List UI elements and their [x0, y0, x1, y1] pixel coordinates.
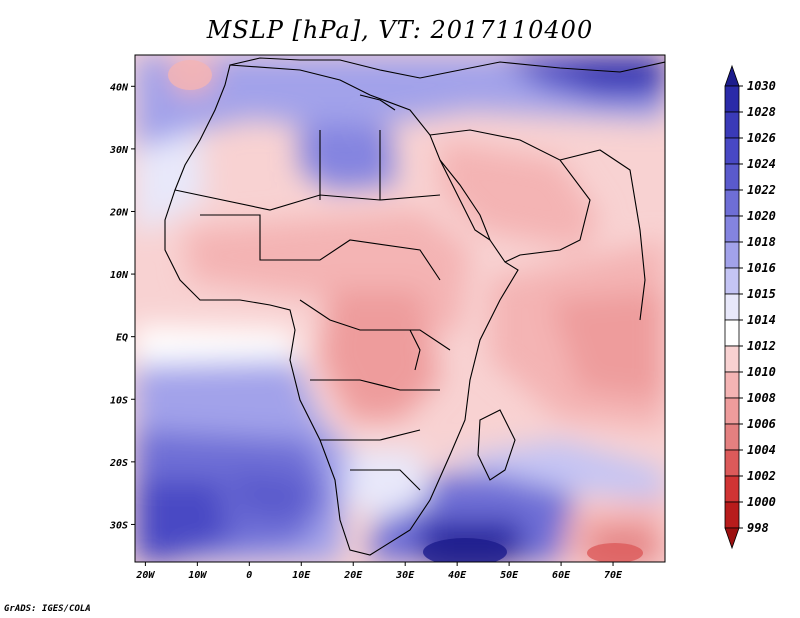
colorbar-label: 1008: [747, 391, 776, 405]
colorbar-label: 1028: [747, 105, 776, 119]
colorbar-label: 1020: [747, 209, 776, 223]
map-title: MSLP [hPa], VT: 2017110400: [206, 16, 594, 44]
colorbar-label: 1022: [747, 183, 776, 197]
latitude-axis: 40N 30N 20N 10N EQ 10S 20S 30S: [109, 82, 135, 531]
lon-tick-label: 60E: [552, 570, 571, 581]
colorbar-label: 1012: [747, 339, 776, 353]
colorbar-label: 1002: [747, 469, 776, 483]
lat-tick-label: 20S: [109, 458, 128, 469]
colorbar-top-arrow: [724, 64, 740, 87]
lon-tick-label: 20E: [343, 570, 363, 581]
colorbar-swatch: [724, 449, 740, 477]
colorbar: 1030 1028 1026 1024 1022 1020 1018 1016 1015 1014…: [724, 64, 776, 550]
lon-tick-label: 20W: [135, 570, 155, 581]
lat-tick-label: EQ: [116, 333, 128, 344]
colorbar-label: 1030: [747, 79, 776, 93]
lat-tick-label: 10N: [110, 270, 129, 281]
lon-tick-label: 50E: [500, 570, 519, 581]
map-frame: [134, 54, 666, 563]
longitude-axis: 20W 10W 0 10E 20E 30E 40E 50E 60E 70E: [135, 562, 623, 581]
colorbar-swatch: [724, 163, 740, 191]
lat-tick-label: 40N: [110, 82, 129, 93]
lon-tick-label: 70E: [604, 570, 623, 581]
colorbar-swatch: [724, 85, 740, 113]
colorbar-label: 1004: [747, 443, 776, 457]
colorbar-swatch: [724, 475, 740, 503]
coastlines-and-borders: [164, 57, 665, 556]
colorbar-swatch: [724, 215, 740, 243]
colorbar-label: 1018: [747, 235, 776, 249]
colorbar-swatch: [724, 137, 740, 165]
colorbar-swatch: [724, 423, 740, 451]
colorbar-swatch: [724, 397, 740, 425]
colorbar-label: 1006: [747, 417, 776, 431]
colorbar-swatch: [724, 345, 740, 373]
colorbar-label: 1016: [747, 261, 776, 275]
colorbar-label: 1026: [747, 131, 776, 145]
colorbar-label: 998: [747, 521, 769, 535]
lat-tick-label: 30S: [109, 520, 128, 531]
colorbar-swatch: [724, 241, 740, 269]
colorbar-swatch: [724, 267, 740, 295]
colorbar-swatch: [724, 319, 740, 347]
lat-tick-label: 20N: [109, 207, 129, 218]
colorbar-label: 1024: [747, 157, 776, 171]
lat-tick-label: 30N: [109, 145, 129, 156]
lon-tick-label: 30E: [395, 570, 415, 581]
lat-tick-label: 10S: [110, 395, 128, 406]
colorbar-swatch: [724, 189, 740, 217]
colorbar-label: 1010: [747, 365, 776, 379]
colorbar-swatch: [724, 111, 740, 139]
lon-tick-label: 10E: [292, 570, 311, 581]
lon-tick-label: 40E: [448, 570, 467, 581]
grads-credit: GrADS: IGES/COLA: [4, 604, 91, 614]
colorbar-swatch: [724, 293, 740, 321]
colorbar-label: 1014: [747, 313, 776, 327]
lon-tick-label: 0: [246, 570, 252, 581]
pressure-field: [135, 55, 665, 562]
colorbar-swatch: [724, 501, 740, 529]
colorbar-swatch: [724, 371, 740, 399]
colorbar-label: 1000: [747, 495, 776, 509]
colorbar-bottom-arrow: [724, 527, 740, 550]
colorbar-label: 1015: [747, 287, 776, 301]
lon-tick-label: 10W: [188, 570, 207, 581]
